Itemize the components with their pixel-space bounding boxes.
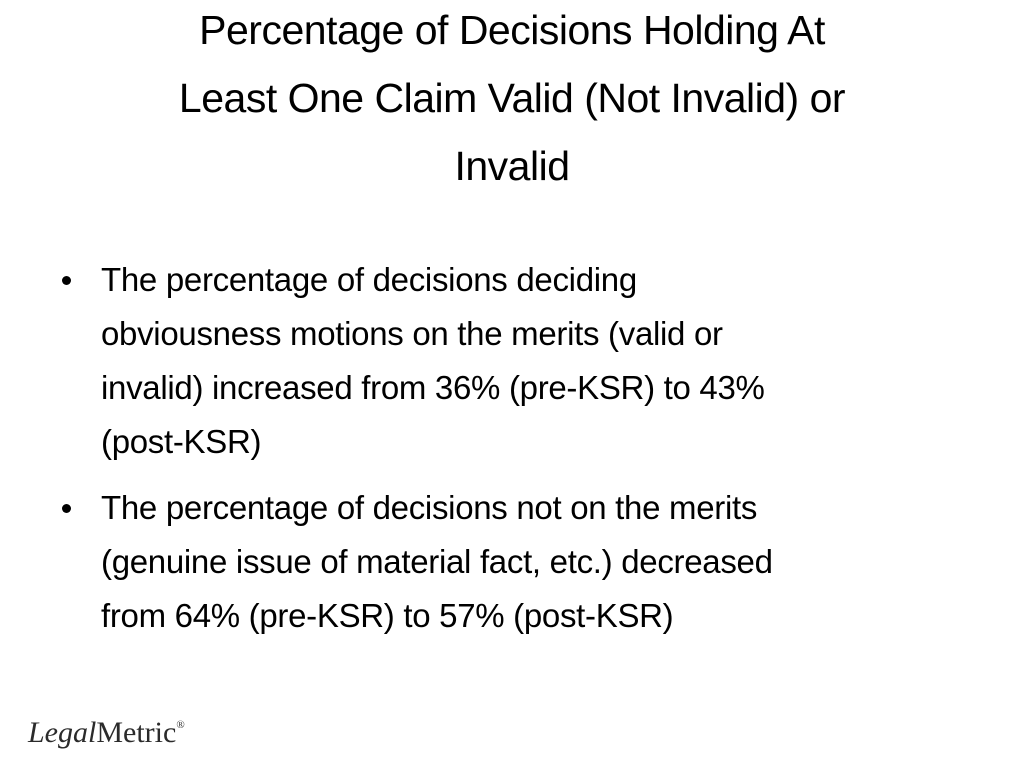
title-line: Invalid <box>454 143 570 189</box>
bullet-text: The percentage of decisions not on the m… <box>101 489 758 526</box>
bullet-text: (genuine issue of material fact, etc.) d… <box>101 543 773 580</box>
logo: LegalMetric® <box>28 716 185 750</box>
bullet-text: from 64% (pre-KSR) to 57% (post-KSR) <box>101 597 674 634</box>
logo-mark: ® <box>176 719 185 731</box>
logo-regular: Metric <box>96 716 177 749</box>
bullet-text: obviousness motions on the merits (valid… <box>101 315 723 352</box>
bullet-dot <box>62 504 71 513</box>
title-line: Percentage of Decisions Holding At <box>199 7 825 53</box>
bullet-text: The percentage of decisions deciding <box>101 261 637 298</box>
bullet-text: invalid) increased from 36% (pre-KSR) to… <box>101 369 765 406</box>
logo-italic: Legal <box>28 716 97 749</box>
bullet-text: (post-KSR) <box>101 423 262 460</box>
bullet-dot <box>62 276 71 285</box>
title-line: Least One Claim Valid (Not Invalid) or <box>178 75 846 121</box>
